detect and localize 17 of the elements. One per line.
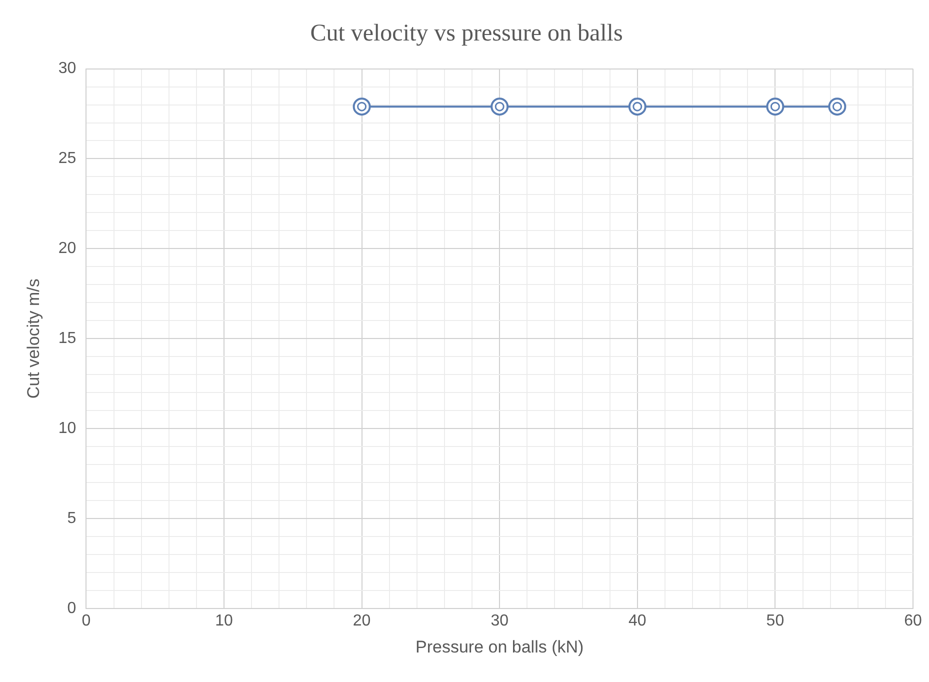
x-tick-label: 0	[82, 612, 91, 630]
chart-title: Cut velocity vs pressure on balls	[310, 20, 623, 47]
y-axis-title: Cut velocity m/s	[24, 278, 43, 399]
x-tick-label: 60	[904, 612, 922, 630]
y-tick-label: 5	[67, 510, 76, 527]
y-tick-label: 20	[58, 240, 76, 258]
x-tick-label: 10	[215, 612, 233, 630]
y-tick-label: 30	[58, 60, 76, 78]
y-tick-label: 0	[67, 600, 76, 617]
y-tick-label: 10	[58, 420, 76, 437]
x-tick-label: 40	[628, 612, 646, 630]
x-tick-label: 50	[766, 612, 784, 630]
y-tick-label: 25	[58, 150, 76, 168]
x-tick-label: 20	[352, 612, 371, 630]
x-tick-label: 30	[490, 612, 509, 630]
x-axis-title: Pressure on balls (kN)	[416, 637, 584, 656]
y-tick-label: 15	[58, 330, 76, 348]
